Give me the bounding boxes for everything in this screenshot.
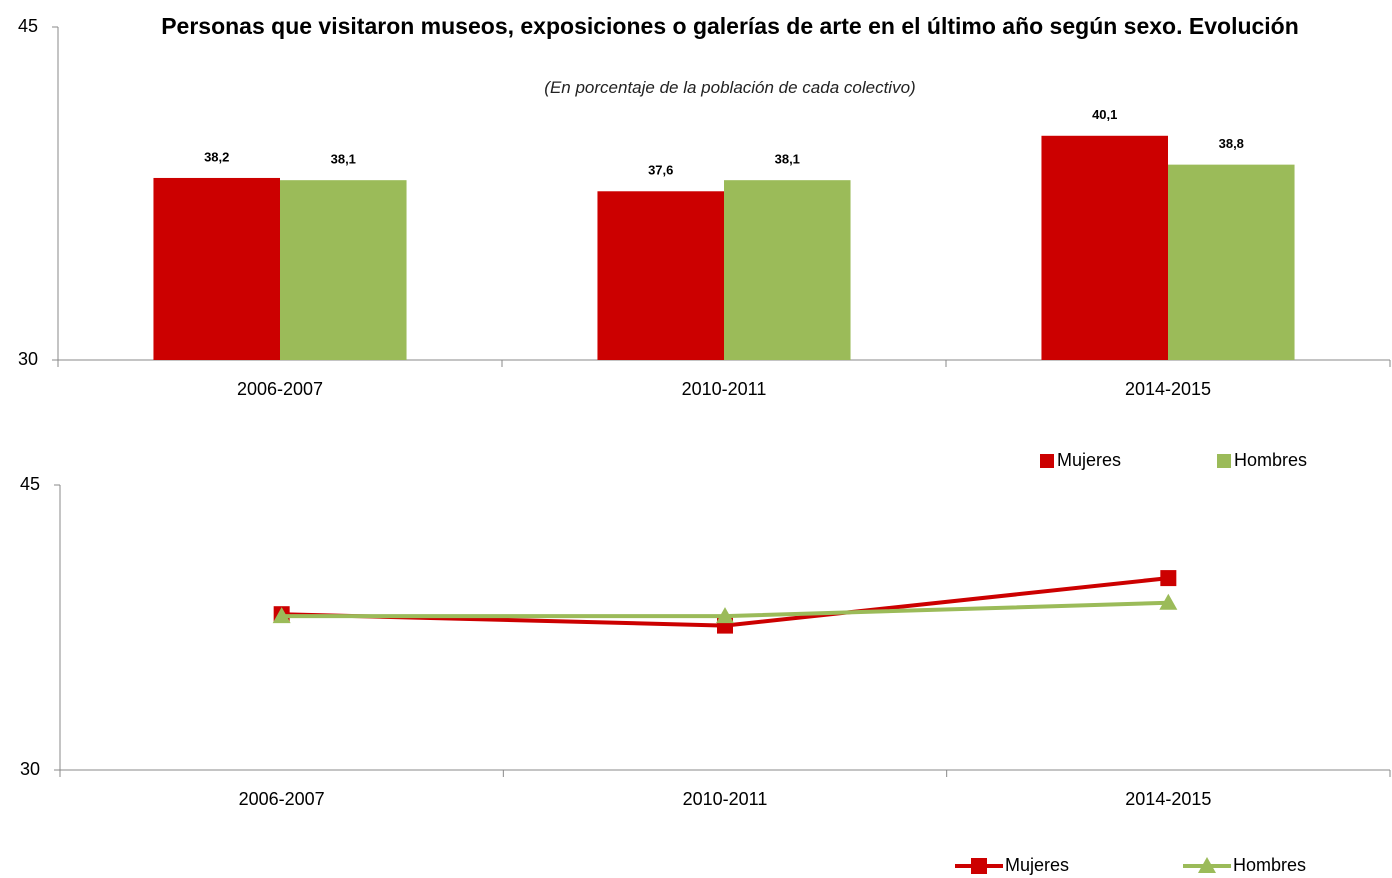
y-tick-label: 30	[20, 759, 40, 779]
x-tick-label: 2010-2011	[682, 379, 767, 399]
marker	[971, 858, 987, 874]
legend-label: Hombres	[1234, 450, 1307, 470]
legend-label: Mujeres	[1057, 450, 1121, 470]
y-tick-label: 45	[18, 16, 38, 36]
value-label: 38,1	[331, 152, 356, 167]
chart-subtitle: (En porcentaje de la población de cada c…	[544, 78, 916, 97]
marker	[716, 607, 734, 624]
marker	[1198, 857, 1216, 873]
bar	[597, 191, 724, 360]
marker	[272, 607, 291, 624]
x-tick-label: 2014-2015	[1125, 789, 1211, 809]
legend-label: Mujeres	[1005, 855, 1069, 875]
bar	[724, 180, 851, 360]
legend-label: Hombres	[1233, 855, 1306, 875]
x-tick-label: 2014-2015	[1125, 379, 1211, 399]
bar	[153, 177, 280, 360]
y-tick-label: 30	[18, 349, 38, 369]
legend-swatch	[1217, 454, 1231, 468]
marker	[1159, 593, 1178, 610]
value-label: 40,1	[1092, 107, 1117, 122]
bar	[1041, 135, 1168, 360]
bar	[280, 180, 407, 360]
value-label: 38,8	[1219, 136, 1244, 151]
x-tick-label: 2010-2011	[683, 789, 768, 809]
chart-title: Personas que visitaron museos, exposicio…	[161, 13, 1299, 39]
bar	[1168, 164, 1295, 360]
marker	[1160, 570, 1177, 587]
value-label: 38,2	[204, 149, 229, 164]
x-tick-label: 2006-2007	[237, 379, 323, 399]
legend-swatch	[1040, 454, 1054, 468]
y-tick-label: 45	[20, 474, 40, 494]
value-label: 37,6	[648, 163, 673, 178]
x-tick-label: 2006-2007	[239, 789, 325, 809]
value-label: 38,1	[775, 152, 800, 167]
